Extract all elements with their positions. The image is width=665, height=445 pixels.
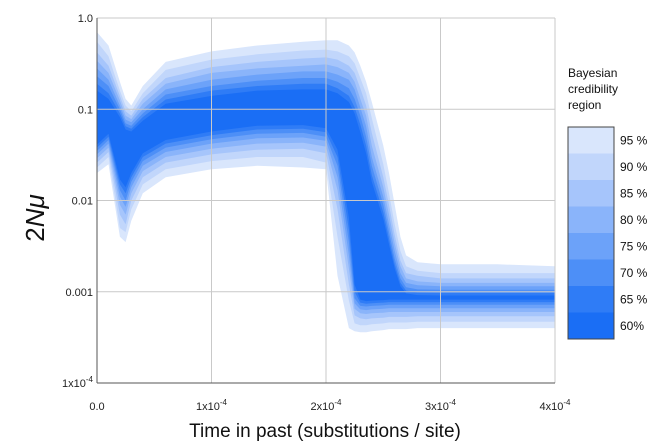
x-tick-labels: 0.0 1x10-4 2x10-4 3x10-4 4x10-4 (89, 398, 571, 413)
legend-label-8: 60% (620, 319, 644, 333)
legend: Bayesian credibility region 95 % 90 % 85 %… (567, 66, 648, 340)
y-tick-label-1: 0.1 (78, 104, 93, 116)
legend-swatch-2 (568, 153, 614, 180)
y-axis-title-italic: Nμ (20, 194, 50, 227)
legend-title-line-3: region (568, 98, 601, 112)
x-axis-title: Time in past (substitutions / site) (189, 421, 461, 442)
legend-title-line-1: Bayesian (568, 66, 617, 80)
y-axis-title: 2Nμ (20, 194, 50, 242)
legend-swatch-3 (568, 180, 614, 207)
x-tick-label-1: 1x10-4 (196, 398, 228, 413)
legend-title-line-2: credibility (568, 82, 618, 96)
axes (96, 18, 555, 384)
x-tick-label-0: 0.0 (89, 401, 104, 413)
y-tick-labels: 1.0 0.1 0.01 0.001 1x10-4 (62, 13, 94, 390)
legend-label-5: 75 % (620, 239, 648, 253)
x-tick-label-4: 4x10-4 (540, 398, 572, 413)
legend-swatch-5 (568, 233, 614, 260)
legend-label-1: 95 % (620, 133, 648, 147)
legend-label-7: 65 % (620, 292, 648, 306)
grid-lines (97, 17, 556, 383)
legend-label-4: 80 % (620, 213, 648, 227)
legend-label-3: 85 % (620, 186, 648, 200)
legend-swatch-7 (568, 286, 614, 313)
legend-label-6: 70 % (620, 266, 648, 280)
legend-swatch-4 (568, 206, 614, 233)
y-tick-label-0: 1.0 (78, 13, 93, 25)
y-tick-label-2: 0.01 (72, 196, 93, 208)
legend-swatch-6 (568, 259, 614, 286)
y-tick-label-4: 1x10-4 (62, 375, 94, 390)
legend-swatch-8 (568, 312, 614, 339)
legend-frame (567, 126, 615, 340)
legend-swatch-1 (568, 127, 614, 154)
x-tick-label-2: 2x10-4 (311, 398, 343, 413)
y-tick-label-3: 0.001 (65, 287, 93, 299)
x-tick-label-3: 3x10-4 (425, 398, 457, 413)
legend-items: 95 % 90 % 85 % 80 % 75 % 70 % 65 % 60% (567, 126, 648, 340)
legend-label-2: 90 % (620, 160, 648, 174)
y-axis-title-prefix: 2 (20, 227, 50, 241)
